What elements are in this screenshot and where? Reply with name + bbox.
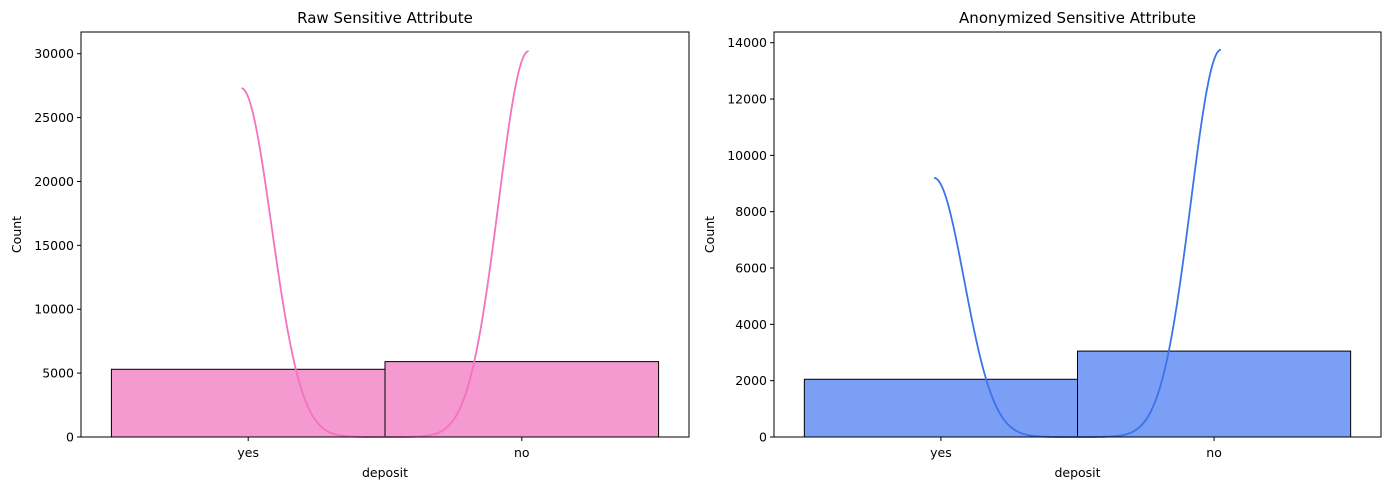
bar-no bbox=[1077, 350, 1352, 438]
y-tick-label: 6000 bbox=[735, 261, 767, 276]
x-tick-label-no: no bbox=[1206, 445, 1222, 460]
y-axis-label: Count bbox=[9, 216, 24, 253]
bar-yes bbox=[110, 368, 386, 438]
x-tick-label-yes: yes bbox=[237, 445, 259, 460]
x-axis-label: deposit bbox=[362, 465, 408, 480]
y-tick-label: 14000 bbox=[727, 35, 767, 50]
y-tick-label: 25000 bbox=[34, 110, 74, 125]
y-tick-label: 5000 bbox=[42, 366, 74, 381]
x-axis-label: deposit bbox=[1054, 465, 1100, 480]
y-axis-label: Count bbox=[702, 216, 717, 253]
y-tick-label: 4000 bbox=[735, 317, 767, 332]
bar-yes bbox=[803, 378, 1078, 438]
axes-frame bbox=[773, 31, 1382, 438]
y-tick-label: 10000 bbox=[727, 148, 767, 163]
y-tick-label: 10000 bbox=[34, 302, 74, 317]
chart-panel-2: 0 2000 4000 6000 8000 10000 12000 14000 yes no Ano… bbox=[702, 9, 1382, 480]
y-tick-label: 2000 bbox=[735, 373, 767, 388]
y-tick-label: 15000 bbox=[34, 238, 74, 253]
y-tick-label: 8000 bbox=[735, 204, 767, 219]
x-tick-label-no: no bbox=[514, 445, 530, 460]
chart-panel-1: 0 5000 10000 15000 20000 25000 30000 yes no Raw S… bbox=[9, 9, 690, 480]
axes-frame bbox=[80, 31, 690, 438]
y-tick-label: 0 bbox=[66, 430, 74, 445]
chart-title: Anonymized Sensitive Attribute bbox=[959, 9, 1196, 27]
y-tick-label: 0 bbox=[759, 430, 767, 445]
y-tick-label: 30000 bbox=[34, 46, 74, 61]
y-tick-label: 20000 bbox=[34, 174, 74, 189]
chart-title: Raw Sensitive Attribute bbox=[297, 9, 473, 27]
y-tick-label: 12000 bbox=[727, 92, 767, 107]
bar-no bbox=[384, 361, 660, 438]
x-tick-label-yes: yes bbox=[930, 445, 952, 460]
